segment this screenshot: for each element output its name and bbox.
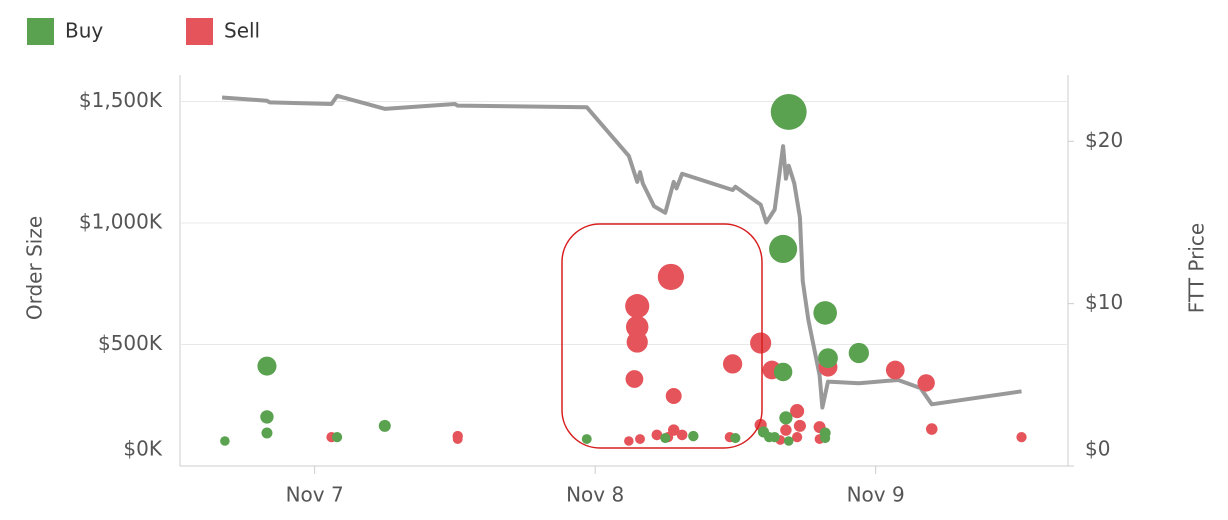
y-tick-label: $1,500K <box>79 88 163 112</box>
bubble <box>770 93 807 130</box>
bubble <box>769 234 798 264</box>
bubble <box>625 370 644 388</box>
bubble <box>925 423 938 435</box>
y2-tick-label: $20 <box>1085 128 1123 152</box>
bubble <box>779 411 793 425</box>
highlight-box <box>561 223 763 449</box>
legend-label: Sell <box>224 19 260 43</box>
x-tick-label: Nov 7 <box>286 483 344 507</box>
bubble <box>378 419 391 432</box>
legend: Buy Sell <box>27 18 260 45</box>
bubble <box>722 354 743 374</box>
bubble <box>651 429 663 441</box>
x-tick-label: Nov 9 <box>847 483 905 507</box>
bubble <box>220 436 230 446</box>
bubble <box>452 434 463 444</box>
legend-swatch <box>27 18 54 45</box>
bubble <box>665 388 682 404</box>
bubble <box>780 424 792 436</box>
bubble <box>848 342 869 364</box>
y-tick-label: $500K <box>98 331 163 355</box>
bubble <box>793 419 806 432</box>
bubble <box>657 263 685 291</box>
bubble <box>260 410 274 424</box>
bubble <box>257 356 277 376</box>
bubble <box>769 431 780 443</box>
y2-tick-label: $10 <box>1085 290 1123 314</box>
bubble <box>750 332 772 354</box>
bubble <box>625 294 650 319</box>
y-tick-label: $1,000K <box>79 209 163 233</box>
y-tick-label: $0K <box>123 437 162 461</box>
price-line <box>221 93 1022 410</box>
bubble <box>626 331 648 353</box>
bubble <box>917 374 935 392</box>
bubble <box>818 348 838 368</box>
bubble <box>783 436 794 446</box>
bubble <box>820 433 831 444</box>
bubble <box>331 431 343 443</box>
bubble <box>773 362 793 382</box>
bubble <box>660 433 671 444</box>
bubble <box>688 430 699 442</box>
bubble <box>790 404 805 419</box>
bubble <box>667 424 680 436</box>
bubble <box>625 315 649 339</box>
y2-axis-label: FTT Price <box>1185 223 1209 313</box>
y-axis-label: Order Size <box>23 216 47 320</box>
bubble <box>885 360 905 380</box>
bubble <box>1016 431 1027 443</box>
bubble <box>813 301 837 325</box>
bubble <box>581 434 592 444</box>
legend-label: Buy <box>65 19 103 43</box>
legend-swatch <box>186 18 213 45</box>
bubble <box>261 427 273 439</box>
bubble <box>676 429 688 441</box>
x-tick-label: Nov 8 <box>566 483 624 507</box>
bubble <box>730 433 741 444</box>
bubble <box>791 431 803 443</box>
bubble <box>624 436 634 446</box>
bubble <box>635 434 645 444</box>
y2-tick-label: $0 <box>1085 437 1110 461</box>
